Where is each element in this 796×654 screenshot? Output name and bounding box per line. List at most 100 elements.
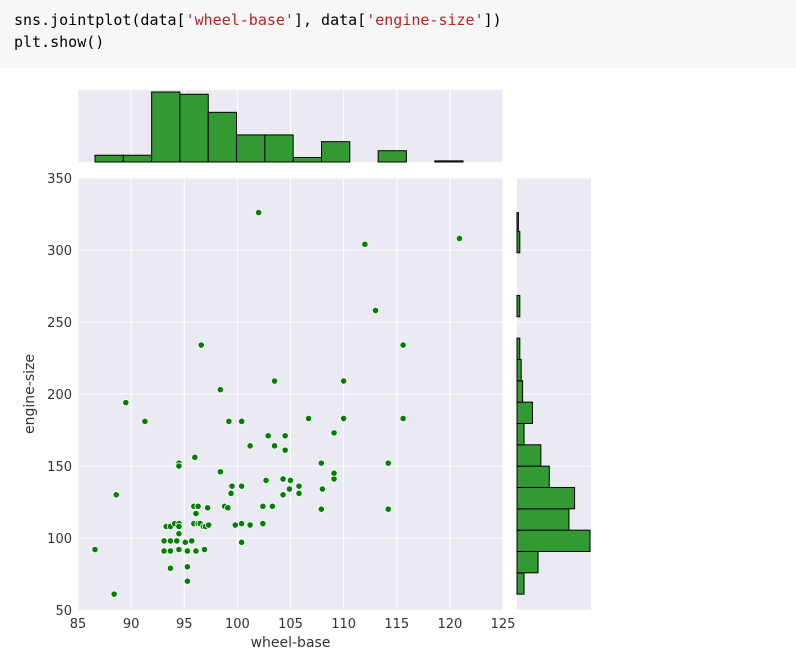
histogram-bar — [516, 212, 519, 232]
scatter-point — [183, 547, 192, 555]
x-tick-label: 125 — [491, 617, 516, 632]
scatter-point — [175, 545, 183, 554]
scatter-point — [285, 485, 294, 493]
scatter-point — [384, 459, 392, 467]
scatter-point — [255, 208, 263, 217]
histogram-bar — [207, 111, 238, 163]
scatter-point — [270, 377, 279, 385]
scatter-point — [173, 537, 181, 545]
y-tick-label: 150 — [47, 460, 72, 475]
top-histogram-bars — [94, 91, 464, 163]
scatter-point — [270, 442, 279, 450]
code-cell[interactable]: sns.jointplot(data['wheel-base'], data['… — [0, 0, 796, 68]
scatter-point — [317, 505, 325, 513]
scatter-point — [340, 377, 348, 385]
scatter-point — [371, 306, 380, 315]
x-tick-label: 110 — [331, 617, 356, 632]
histogram-bar — [122, 154, 153, 163]
scatter-point — [279, 475, 287, 483]
scatter-point — [175, 522, 183, 531]
scatter-point — [216, 386, 224, 394]
x-tick-label: 85 — [70, 617, 87, 632]
histogram-bar — [516, 230, 521, 254]
scatter-point — [183, 577, 192, 585]
histogram-bar — [516, 508, 570, 531]
scatter-point — [166, 564, 175, 572]
scatter-point — [340, 414, 348, 423]
scatter-point — [216, 468, 224, 476]
scatter-point — [192, 509, 200, 518]
histogram-bar — [434, 160, 464, 163]
histogram-bar — [94, 154, 124, 163]
code-line-2: plt.show() — [14, 33, 105, 51]
scatter-point — [286, 476, 295, 484]
histogram-bar — [516, 358, 522, 382]
scatter-point — [183, 563, 192, 571]
y-axis-label: engine-size — [22, 354, 38, 434]
scatter-point — [246, 521, 254, 529]
code-string: 'engine-size' — [366, 11, 484, 29]
scatter-point — [110, 590, 118, 598]
scatter-point — [317, 459, 325, 467]
scatter-point — [160, 537, 168, 545]
histogram-bar — [292, 156, 323, 163]
scatter-point — [228, 482, 236, 490]
scatter-point — [384, 505, 392, 513]
scatter-point — [330, 469, 338, 477]
scatter-point — [160, 547, 168, 555]
scatter-point — [264, 432, 272, 440]
scatter-point — [455, 234, 464, 243]
scatter-point — [166, 547, 175, 555]
code-line-1: sns.jointplot(data['wheel-base'], data['… — [14, 9, 782, 31]
scatter-point — [281, 432, 289, 440]
code-text: ], data[ — [293, 11, 367, 29]
scatter-point — [225, 417, 233, 425]
scatter-point — [200, 545, 209, 554]
scatter-point — [166, 537, 175, 545]
scatter-point — [192, 547, 200, 555]
scatter-point — [318, 485, 326, 493]
scatter-point — [204, 504, 212, 512]
scatter-point — [91, 545, 99, 554]
scatter-point — [399, 414, 407, 423]
scatter-point — [268, 502, 277, 510]
scatter-point — [191, 453, 199, 461]
x-tick-label: 120 — [437, 617, 462, 632]
scatter-point — [295, 482, 303, 490]
y-tick-label: 200 — [47, 388, 72, 403]
scatter-point — [122, 399, 130, 407]
scatter-point — [330, 429, 338, 437]
x-tick-label: 100 — [225, 617, 250, 632]
scatter-point — [194, 502, 202, 510]
scatter-point — [175, 530, 183, 538]
scatter-point — [197, 341, 205, 349]
scatter-point — [205, 521, 213, 529]
jointplot-chart: 85 90 95 100 105 110 115 120 125 50 100 150 200 250 3… — [22, 90, 591, 651]
scatter-point — [141, 417, 149, 425]
x-tick-label: 90 — [123, 617, 140, 632]
histogram-bar — [516, 486, 576, 510]
histogram-bar — [321, 141, 351, 163]
histogram-bar — [516, 550, 539, 574]
scatter-point — [246, 442, 254, 450]
x-axis-label: wheel-base — [251, 635, 331, 651]
scatter-point — [238, 519, 246, 528]
scatter-point — [361, 240, 369, 248]
histogram-bar — [516, 572, 525, 595]
scatter-point — [262, 476, 270, 484]
x-tick-label: 115 — [384, 617, 409, 632]
x-tick-label: 95 — [176, 617, 193, 632]
histogram-bar — [179, 93, 209, 163]
histogram-bar — [516, 380, 524, 403]
scatter-point — [175, 462, 183, 470]
scatter-point — [304, 414, 313, 423]
right-histogram-bars — [516, 212, 591, 595]
y-tick-label: 300 — [47, 244, 72, 259]
histogram-bar — [236, 134, 266, 163]
y-tick-label: 50 — [55, 604, 72, 619]
code-string: 'wheel-base' — [185, 11, 294, 29]
y-tick-label: 100 — [47, 532, 72, 547]
right-histogram-grid — [517, 177, 591, 611]
scatter-point — [181, 538, 189, 546]
scatter-point — [231, 521, 239, 529]
